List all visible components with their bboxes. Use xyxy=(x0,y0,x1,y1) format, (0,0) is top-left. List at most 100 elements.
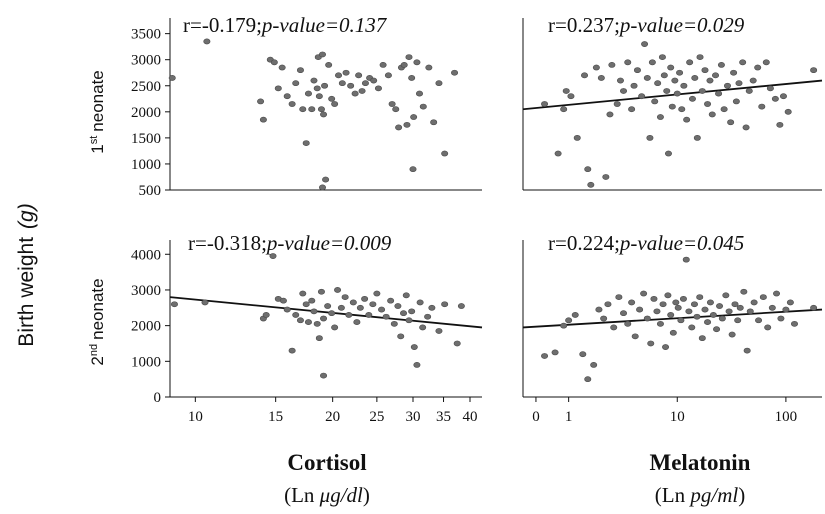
data-point xyxy=(342,69,350,76)
trend-line xyxy=(522,308,823,329)
data-point xyxy=(382,313,390,320)
data-point xyxy=(701,67,709,74)
stat-r: r=0.224; xyxy=(548,231,620,255)
y-tick-label: 4000 xyxy=(131,247,161,263)
stat-r: r=0.237; xyxy=(548,13,620,37)
data-point xyxy=(269,253,277,259)
data-point xyxy=(810,67,818,74)
data-point xyxy=(676,69,684,76)
row-1-word: neonate xyxy=(88,70,107,131)
data-point xyxy=(663,88,671,94)
data-point xyxy=(405,317,413,324)
data-point xyxy=(392,106,400,113)
data-point xyxy=(370,77,378,84)
data-point xyxy=(288,347,296,354)
data-point xyxy=(735,80,743,87)
data-point xyxy=(784,108,792,115)
stat-p: p-value=0.137 xyxy=(260,13,388,37)
data-point xyxy=(351,90,359,97)
data-point xyxy=(624,320,632,327)
data-point xyxy=(672,299,680,306)
stat-annotation: r=-0.179;p-value=0.137 xyxy=(183,13,388,37)
data-point xyxy=(541,101,549,107)
data-point xyxy=(320,372,328,379)
data-point xyxy=(730,69,738,76)
data-point xyxy=(369,301,377,308)
data-point xyxy=(567,93,575,100)
data-point xyxy=(771,95,779,102)
data-point xyxy=(754,64,762,71)
data-point xyxy=(317,288,325,295)
data-point xyxy=(708,111,716,118)
y-tick-label: 2000 xyxy=(131,319,161,335)
stat-p: p-value=0.045 xyxy=(618,231,744,255)
data-point xyxy=(648,59,656,66)
data-point xyxy=(262,312,270,318)
y-tick-label: 2000 xyxy=(131,105,161,121)
data-point xyxy=(680,82,688,89)
row-2-ordinal: 2 xyxy=(88,356,107,365)
data-point xyxy=(313,85,321,92)
stat-p: p-value=0.009 xyxy=(265,231,392,255)
y-tick-label: 3000 xyxy=(131,53,161,69)
data-point xyxy=(428,304,436,311)
data-point xyxy=(315,93,323,100)
data-point xyxy=(688,95,696,102)
data-point xyxy=(592,64,600,71)
data-point xyxy=(373,290,381,297)
data-point xyxy=(331,101,339,107)
stat-p: p-value=0.029 xyxy=(618,13,745,37)
data-point xyxy=(324,303,332,309)
data-point xyxy=(762,59,770,66)
data-point xyxy=(638,93,646,100)
data-point xyxy=(415,90,423,97)
y-axis-label-text: Birth weight xyxy=(15,237,38,347)
data-point xyxy=(749,77,757,84)
data-point xyxy=(656,320,664,327)
y-tick-label: 2500 xyxy=(131,79,161,95)
data-point xyxy=(616,77,624,84)
data-point xyxy=(590,361,598,368)
data-point xyxy=(668,103,676,110)
data-point xyxy=(766,85,774,92)
data-point xyxy=(365,312,373,318)
stat-r: r=-0.179; xyxy=(183,13,262,37)
data-point xyxy=(743,347,751,354)
data-point xyxy=(581,72,589,79)
panel-melatonin-2nd-neonate: 0 1 10 100 r=0.224;p-value=0.045 xyxy=(522,231,823,425)
data-point xyxy=(203,38,211,45)
y-tick-label: 3500 xyxy=(131,27,161,43)
stat-annotation: r=0.224;p-value=0.045 xyxy=(548,231,744,255)
panel-melatonin-1st-neonate: r=0.237;p-value=0.029 xyxy=(522,13,823,191)
data-point xyxy=(790,320,798,327)
data-point xyxy=(441,301,449,308)
x-tick-label: 15 xyxy=(268,409,283,425)
data-point xyxy=(679,295,687,302)
data-point xyxy=(565,317,573,324)
data-point xyxy=(387,297,395,304)
data-point xyxy=(709,312,717,318)
data-point xyxy=(384,72,392,79)
data-point xyxy=(410,344,418,350)
data-point xyxy=(551,349,559,356)
data-point xyxy=(410,114,418,120)
data-point xyxy=(715,90,723,97)
data-point xyxy=(779,93,787,100)
data-point xyxy=(701,306,709,313)
data-point xyxy=(296,317,304,324)
data-point xyxy=(662,344,670,350)
data-point xyxy=(628,106,636,113)
data-point xyxy=(693,313,701,320)
data-point xyxy=(782,306,790,313)
data-point xyxy=(764,324,772,331)
data-point xyxy=(457,303,465,309)
row-label-1st-neonate: 1st neonate xyxy=(88,70,107,153)
data-point xyxy=(613,101,621,107)
data-point xyxy=(736,304,744,311)
data-point xyxy=(328,95,336,102)
data-point xyxy=(430,119,438,126)
data-point xyxy=(304,90,312,97)
data-point xyxy=(691,75,699,81)
data-point xyxy=(706,299,714,306)
data-point xyxy=(698,88,706,94)
